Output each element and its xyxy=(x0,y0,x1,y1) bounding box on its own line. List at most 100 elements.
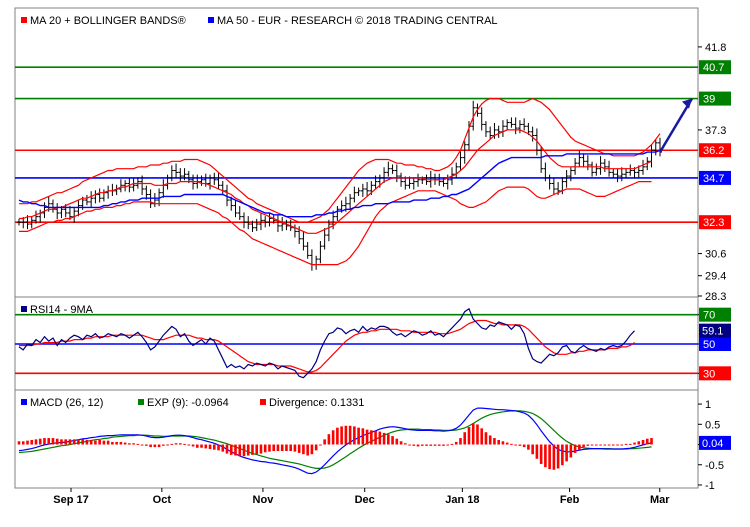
divergence-bar xyxy=(357,427,360,445)
divergence-bar xyxy=(514,444,517,446)
legend-swatch-ma50 xyxy=(208,17,214,23)
divergence-bar xyxy=(319,444,322,446)
bb-upper-line xyxy=(19,97,661,223)
price-y-tick-label-1: 29.4 xyxy=(705,271,726,283)
legend-swatch-rsi xyxy=(21,306,27,312)
divergence-bar xyxy=(595,444,598,446)
divergence-bar xyxy=(535,444,539,459)
divergence-bar xyxy=(484,432,488,445)
price-y-tick-label-2: 30.6 xyxy=(705,249,726,261)
macd-y-tick-label-3: 0.5 xyxy=(705,419,720,431)
divergence-bar xyxy=(314,444,318,451)
divergence-bar xyxy=(115,441,118,445)
divergence-bar xyxy=(628,443,632,445)
divergence-bar xyxy=(119,441,123,445)
bb-lower-line xyxy=(19,181,652,266)
macd-signal-line xyxy=(18,410,652,469)
divergence-bar xyxy=(374,430,377,445)
divergence-bar xyxy=(493,438,496,445)
divergence-bar xyxy=(234,444,237,456)
divergence-bar xyxy=(47,438,51,445)
divergence-bar xyxy=(340,426,343,445)
divergence-bar xyxy=(616,444,619,446)
macd-legend: MACD (26, 12) EXP (9): -0.0964 Divergenc… xyxy=(21,397,364,409)
divergence-bar xyxy=(522,444,526,448)
divergence-bar xyxy=(136,443,140,445)
divergence-bar xyxy=(123,442,127,445)
divergence-bar xyxy=(633,442,636,445)
divergence-bar xyxy=(166,444,169,446)
divergence-bar xyxy=(539,444,543,464)
divergence-bar xyxy=(403,443,407,445)
divergence-bar xyxy=(416,444,420,447)
rsi-level-box-2 xyxy=(699,366,731,381)
divergence-bar xyxy=(145,444,148,446)
divergence-bar xyxy=(531,444,534,455)
price-level-box-4 xyxy=(699,215,731,230)
divergence-bar xyxy=(77,439,80,445)
price-level-label-3: 34.7 xyxy=(703,173,724,185)
legend-text-macd: MACD (26, 12) xyxy=(30,397,103,409)
legend-text-ma50: MA 50 - EUR - RESEARCH © 2018 TRADING CE… xyxy=(217,15,498,27)
divergence-bar xyxy=(229,444,233,455)
divergence-bar xyxy=(645,438,649,445)
divergence-bar xyxy=(565,444,568,462)
rsi-level-label-0: 70 xyxy=(703,310,715,322)
divergence-bar xyxy=(238,444,242,457)
divergence-bar xyxy=(170,443,174,445)
divergence-bar xyxy=(85,439,89,445)
divergence-bar xyxy=(162,444,165,446)
price-level-box-2 xyxy=(699,143,731,158)
divergence-bar xyxy=(467,427,471,445)
price-level-label-0: 40.7 xyxy=(703,62,724,74)
divergence-bar xyxy=(437,444,441,446)
divergence-bar xyxy=(242,444,246,457)
divergence-bar xyxy=(353,426,356,445)
divergence-bar xyxy=(552,444,556,470)
divergence-bar xyxy=(94,440,97,445)
divergence-bar xyxy=(208,444,212,450)
divergence-bar xyxy=(297,444,301,453)
divergence-bar xyxy=(561,444,564,466)
price-level-label-4: 32.3 xyxy=(703,217,724,229)
ma50-line xyxy=(18,149,661,218)
divergence-bar xyxy=(650,438,653,445)
macd-line xyxy=(18,407,652,475)
divergence-bar xyxy=(30,439,34,445)
divergence-bar xyxy=(450,443,454,445)
divergence-bar xyxy=(302,444,305,455)
price-y-tick-label-0: 28.3 xyxy=(705,291,726,303)
divergence-bar xyxy=(505,442,509,445)
macd-y-tick-label-0: -1 xyxy=(705,480,715,492)
divergence-bar xyxy=(620,444,624,446)
x-tick-label-1: Oct xyxy=(153,494,172,506)
divergence-bar xyxy=(272,444,276,451)
rsi-level-box-0 xyxy=(699,307,731,322)
divergence-bar xyxy=(412,444,416,446)
divergence-bar xyxy=(378,431,382,445)
divergence-bar xyxy=(293,444,297,452)
divergence-bar xyxy=(476,424,479,445)
divergence-bar xyxy=(433,444,437,446)
divergence-bar xyxy=(641,439,645,445)
macd-y-tick-label-4: 1 xyxy=(705,399,711,411)
price-legend: MA 20 + BOLLINGER BANDS® MA 50 - EUR - R… xyxy=(21,15,498,27)
divergence-bar xyxy=(72,439,76,445)
divergence-bar xyxy=(140,444,144,446)
divergence-bar xyxy=(21,441,25,445)
divergence-bar xyxy=(191,444,195,447)
divergence-bar xyxy=(187,444,191,446)
divergence-bar xyxy=(442,444,445,446)
divergence-bar xyxy=(64,439,67,445)
divergence-bar xyxy=(225,444,229,454)
divergence-bar xyxy=(387,434,390,445)
divergence-bar xyxy=(179,443,182,445)
rsi-level-label-1: 50 xyxy=(703,339,715,351)
divergence-bar xyxy=(204,444,208,449)
ma20-line xyxy=(19,129,652,234)
divergence-bar xyxy=(310,444,314,455)
legend-swatch-ma20 xyxy=(21,17,27,23)
divergence-bar xyxy=(590,444,594,446)
rsi-level-label-2: 30 xyxy=(703,368,715,380)
